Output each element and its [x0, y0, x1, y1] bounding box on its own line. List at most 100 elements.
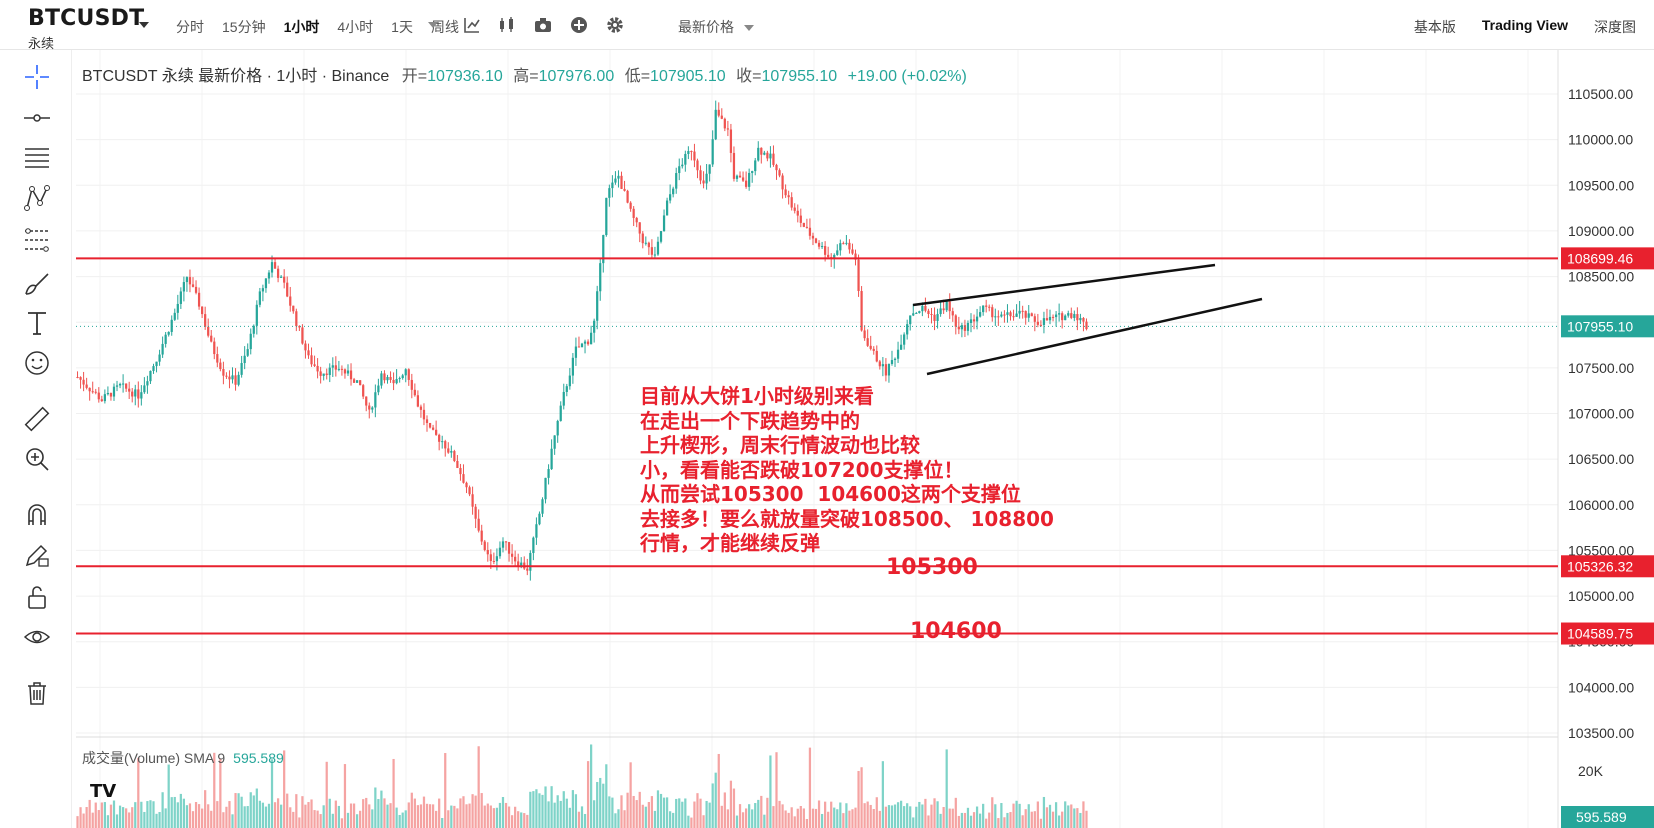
candle [514, 550, 517, 567]
price-tick: 107000.00 [1568, 406, 1634, 422]
candle-type-icon[interactable] [497, 15, 517, 35]
candle [550, 439, 553, 470]
candle [103, 389, 106, 404]
zoom-icon[interactable] [22, 444, 52, 474]
candle [121, 374, 125, 393]
text-icon[interactable] [22, 308, 52, 338]
candle [507, 541, 511, 562]
volume-bar [310, 799, 313, 828]
volume-bar [404, 810, 407, 828]
candle [355, 380, 359, 384]
candle [410, 373, 413, 399]
candle [465, 481, 468, 494]
candle [957, 316, 960, 335]
volume-bar [1036, 801, 1039, 828]
brush-icon[interactable] [22, 268, 52, 298]
volume-bar [617, 809, 620, 828]
volume-bar [751, 809, 754, 828]
volume-bar [222, 812, 225, 828]
interval-tabs: 分时 15分钟 1小时 4小时 1天 周线 [176, 17, 477, 37]
view-depth[interactable]: 深度图 [1594, 19, 1636, 35]
volume-bar [273, 802, 277, 828]
volume-bar [97, 810, 100, 828]
symbol-title[interactable]: BTCUSDT [28, 6, 145, 31]
candle [261, 284, 265, 302]
volume-bar [574, 794, 578, 828]
candle [936, 308, 939, 329]
chart-grid [76, 50, 1559, 828]
candle [213, 337, 216, 360]
eye-icon[interactable] [22, 622, 52, 652]
gear-icon[interactable] [605, 15, 625, 35]
view-tradingview[interactable]: Trading View [1481, 17, 1568, 33]
volume-sma-value: 595.589 [233, 750, 284, 766]
candle [146, 375, 149, 394]
candle [380, 370, 383, 389]
candle [702, 171, 705, 189]
volume-bar [337, 805, 340, 828]
tradingview-logo[interactable]: TV [90, 781, 117, 802]
volume-bar [957, 815, 960, 828]
volume-bar [371, 809, 374, 828]
interval-tab[interactable]: 分时 [176, 19, 204, 35]
candle [896, 341, 900, 363]
volume-legend-label: 成交量(Volume) SMA 9 [82, 750, 226, 766]
current-price-tag [1561, 315, 1654, 338]
volume-bar [945, 749, 948, 828]
volume-bar [462, 796, 465, 828]
interval-tab-active[interactable]: 1小时 [283, 19, 320, 35]
candle [678, 158, 681, 181]
candle [559, 401, 562, 422]
candle [696, 158, 699, 179]
measure-lines-icon[interactable] [22, 225, 52, 255]
candle [295, 308, 298, 332]
price-tick: 106000.00 [1568, 497, 1634, 513]
interval-tab[interactable]: 4小时 [337, 19, 374, 35]
chevron-down-icon[interactable] [139, 22, 149, 28]
volume-bar [401, 812, 404, 828]
volume-bar [866, 801, 869, 828]
candle [535, 517, 538, 545]
volume-bar [1079, 812, 1082, 828]
candle [131, 387, 134, 403]
candle [1042, 311, 1046, 334]
candle [754, 157, 757, 176]
fib-lines-icon[interactable] [22, 143, 52, 173]
ruler-icon[interactable] [22, 404, 52, 434]
candle [456, 455, 459, 469]
candle [1030, 312, 1033, 317]
chevron-down-icon[interactable] [428, 22, 438, 28]
price-tick: 105000.00 [1568, 588, 1634, 604]
pencil-lock-icon[interactable] [22, 540, 52, 570]
view-basic[interactable]: 基本版 [1413, 19, 1456, 35]
emoji-icon[interactable] [22, 348, 52, 378]
volume-bar [82, 813, 85, 828]
interval-tab[interactable]: 15分钟 [222, 19, 266, 35]
volume-bar [416, 805, 420, 828]
crosshair-icon[interactable] [22, 62, 52, 92]
volume-bar [769, 755, 772, 828]
volume-bar [115, 814, 119, 828]
volume-bar [270, 759, 274, 828]
volume-bar [1048, 804, 1052, 828]
unlock-icon[interactable] [22, 582, 52, 612]
magnet-icon[interactable] [22, 500, 52, 530]
pattern-icon[interactable] [22, 183, 52, 213]
horizontal-line-icon[interactable] [22, 103, 52, 133]
indicator-icon[interactable] [462, 15, 482, 35]
volume-bar [191, 811, 195, 828]
interval-tab[interactable]: 1天 [391, 19, 413, 35]
legend-open: 107936.10 [427, 68, 503, 85]
plus-circle-icon[interactable] [569, 15, 589, 35]
price-type-select[interactable]: 最新价格 [678, 17, 754, 37]
volume-bar [535, 789, 538, 828]
candle [626, 189, 629, 204]
volume-bar [1045, 807, 1049, 828]
candle [1064, 314, 1067, 321]
candle [608, 184, 611, 207]
volume-bar [559, 800, 562, 828]
camera-icon[interactable] [533, 15, 553, 35]
trash-icon[interactable] [22, 678, 52, 708]
volume-bar [125, 808, 128, 828]
